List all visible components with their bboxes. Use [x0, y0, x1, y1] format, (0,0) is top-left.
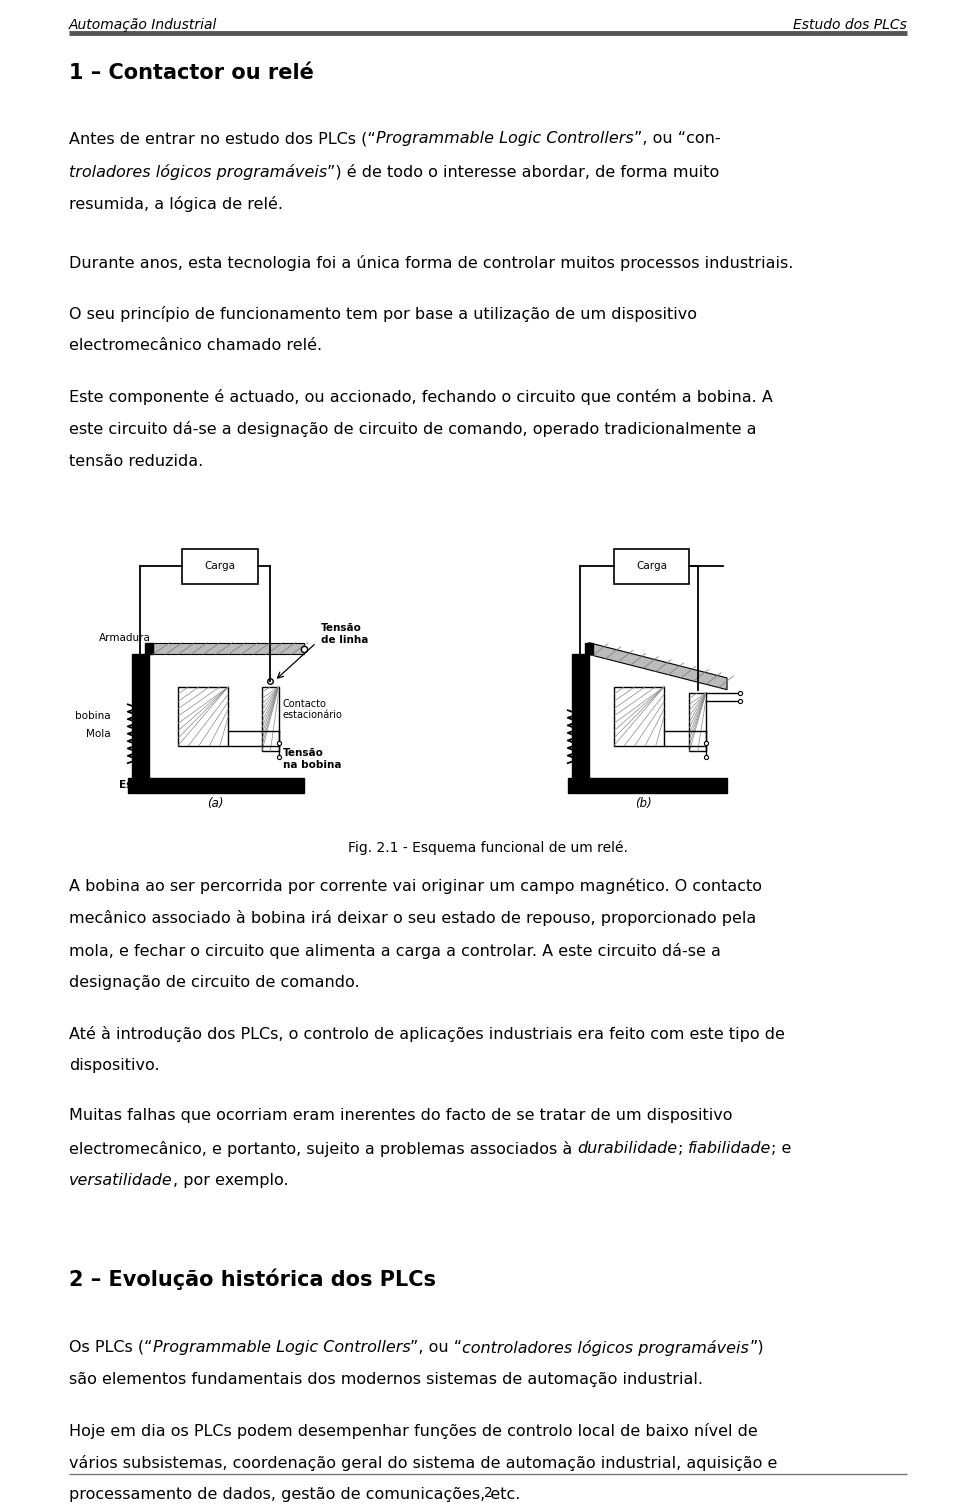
Bar [128, 778, 303, 793]
Bar [585, 642, 593, 654]
Polygon shape [588, 642, 727, 690]
Text: (b): (b) [635, 797, 652, 811]
Text: Mola: Mola [85, 729, 110, 738]
Text: designação de circuito de comando.: designação de circuito de comando. [69, 975, 360, 990]
Text: Fig. 2.1 - Esquema funcional de um relé.: Fig. 2.1 - Esquema funcional de um relé. [348, 839, 628, 854]
Text: Tensão
de linha: Tensão de linha [321, 622, 368, 645]
Text: controladores lógicos programáveis: controladores lógicos programáveis [463, 1340, 750, 1356]
Text: este circuito dá-se a designação de circuito de comando, operado tradicionalment: este circuito dá-se a designação de circ… [69, 420, 756, 437]
Text: Armadura: Armadura [99, 633, 151, 642]
Text: ”) é de todo o interesse abordar, de forma muito: ”) é de todo o interesse abordar, de for… [327, 164, 720, 179]
Text: , por exemplo.: , por exemplo. [173, 1172, 289, 1188]
Text: versatilidade: versatilidade [69, 1172, 173, 1188]
Text: resumida, a lógica de relé.: resumida, a lógica de relé. [69, 196, 283, 212]
Text: Estudo dos PLCs: Estudo dos PLCs [793, 18, 907, 32]
Bar [262, 687, 278, 752]
Text: troladores lógicos programáveis: troladores lógicos programáveis [69, 164, 327, 179]
Bar [613, 549, 689, 583]
Text: Este componente é actuado, ou accionado, fechando o circuito que contém a bobina: Este componente é actuado, ou accionado,… [69, 389, 773, 405]
Text: A bobina ao ser percorrida por corrente vai originar um campo magnético. O conta: A bobina ao ser percorrida por corrente … [69, 877, 762, 894]
Text: dispositivo.: dispositivo. [69, 1058, 159, 1073]
Text: Muitas falhas que ocorriam eram inerentes do facto de se tratar de um dispositiv: Muitas falhas que ocorriam eram inerente… [69, 1108, 732, 1123]
Text: durabilidade: durabilidade [578, 1141, 678, 1156]
Text: processamento de dados, gestão de comunicações, etc.: processamento de dados, gestão de comuni… [69, 1487, 520, 1502]
Text: Tensão
na bobina: Tensão na bobina [283, 749, 342, 770]
Text: Contacto
estacionário: Contacto estacionário [283, 699, 343, 720]
Bar [689, 693, 706, 752]
Text: ”, ou “con-: ”, ou “con- [634, 131, 720, 146]
Text: electromecânico, e portanto, sujeito a problemas associados à: electromecânico, e portanto, sujeito a p… [69, 1141, 578, 1157]
Text: Antes de entrar no estudo dos PLCs (“: Antes de entrar no estudo dos PLCs (“ [69, 131, 376, 146]
Text: mola, e fechar o circuito que alimenta a carga a controlar. A este circuito dá-s: mola, e fechar o circuito que alimenta a… [69, 943, 721, 958]
Text: Programmable Logic Controllers: Programmable Logic Controllers [153, 1340, 410, 1355]
Text: Durante anos, esta tecnologia foi a única forma de controlar muitos processos in: Durante anos, esta tecnologia foi a únic… [69, 255, 794, 271]
Text: ;: ; [678, 1141, 688, 1156]
Text: Hoje em dia os PLCs podem desempenhar funções de controlo local de baixo nível d: Hoje em dia os PLCs podem desempenhar fu… [69, 1423, 757, 1439]
Bar [178, 687, 228, 746]
Text: são elementos fundamentais dos modernos sistemas de automação industrial.: são elementos fundamentais dos modernos … [69, 1371, 703, 1386]
Bar [149, 642, 303, 654]
Text: electromecânico chamado relé.: electromecânico chamado relé. [69, 338, 323, 353]
Bar [132, 654, 149, 778]
Text: vários subsistemas, coordenação geral do sistema de automação industrial, aquisi: vários subsistemas, coordenação geral do… [69, 1454, 778, 1471]
Text: Programmable Logic Controllers: Programmable Logic Controllers [376, 131, 634, 146]
Text: (a): (a) [207, 797, 224, 811]
Text: Automação Industrial: Automação Industrial [69, 18, 218, 32]
Bar [182, 549, 257, 583]
Text: 1 – Contactor ou relé: 1 – Contactor ou relé [69, 63, 314, 83]
Text: Carga: Carga [636, 561, 667, 571]
Text: Estrutura: Estrutura [119, 781, 175, 790]
Text: 2 – Evolução histórica dos PLCs: 2 – Evolução histórica dos PLCs [69, 1269, 436, 1290]
Text: tensão reduzida.: tensão reduzida. [69, 454, 204, 469]
Text: 2: 2 [484, 1486, 492, 1499]
Text: Carga: Carga [204, 561, 235, 571]
Bar [567, 778, 727, 793]
Text: ”, ou “: ”, ou “ [410, 1340, 463, 1355]
Text: fiabilidade: fiabilidade [688, 1141, 772, 1156]
Text: ”): ”) [750, 1340, 764, 1355]
Bar [145, 642, 153, 654]
Text: ; e: ; e [772, 1141, 792, 1156]
Text: mecânico associado à bobina irá deixar o seu estado de repouso, proporcionado pe: mecânico associado à bobina irá deixar o… [69, 910, 756, 927]
Bar [572, 654, 588, 778]
Text: bobina: bobina [76, 711, 111, 722]
Bar [613, 687, 664, 746]
Text: O seu princípio de funcionamento tem por base a utilização de um dispositivo: O seu princípio de funcionamento tem por… [69, 306, 697, 322]
Text: Até à introdução dos PLCs, o controlo de aplicações industriais era feito com es: Até à introdução dos PLCs, o controlo de… [69, 1025, 785, 1041]
Text: Os PLCs (“: Os PLCs (“ [69, 1340, 153, 1355]
